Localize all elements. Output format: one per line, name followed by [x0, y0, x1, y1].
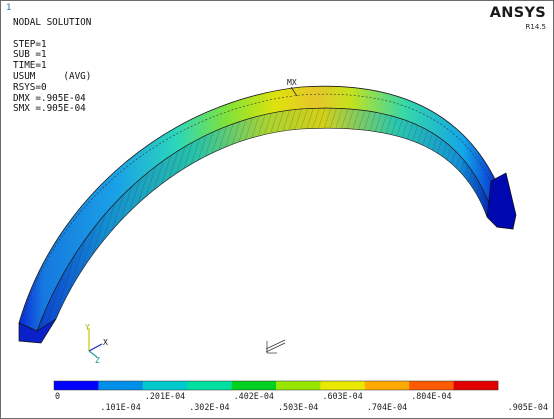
solution-spacer: [13, 29, 91, 40]
legend-label: .201E-04: [145, 391, 185, 401]
legend-label: .905E-04: [508, 402, 548, 412]
arch-stiffeners: [37, 108, 497, 331]
legend-swatch: [276, 381, 321, 390]
right-support: [486, 172, 517, 230]
max-marker-label: MX: [287, 78, 297, 87]
coordinate-triad: Y X Z: [85, 323, 108, 365]
legend-swatch: [187, 381, 232, 390]
solution-dmx: DMX =.905E-04: [13, 92, 86, 104]
solution-step: STEP=1: [13, 38, 47, 50]
legend-label: .603E-04: [322, 391, 362, 401]
legend-swatch: [320, 381, 366, 390]
legend-label: .402E-04: [234, 391, 274, 401]
max-marker-line: [290, 86, 298, 97]
triad-x-label: X: [103, 338, 108, 347]
legend-swatch: [98, 381, 144, 390]
origin-symbol: [265, 339, 286, 354]
legend-swatch: [142, 381, 188, 390]
legend-label: .804E-04: [411, 391, 451, 401]
solution-time: TIME=1: [13, 60, 47, 72]
legend-label: .302E-04: [189, 402, 229, 412]
legend-label: .503E-04: [278, 402, 318, 412]
solution-result-item: USUM (AVG): [13, 70, 92, 82]
solution-rsys: RSYS=0: [13, 81, 47, 93]
legend-label: .101E-04: [100, 402, 140, 412]
ansys-logo-text: ANSYS: [489, 5, 546, 21]
triad-z-label: Z: [95, 356, 100, 365]
solution-info: NODAL SOLUTION STEP=1 SUB =1 TIME=1 USUM (A…: [13, 17, 92, 115]
legend-frame: [53, 380, 499, 391]
triad-y-label: Y: [85, 323, 90, 332]
left-support: [18, 318, 57, 344]
release-label: R14.5: [525, 23, 546, 31]
arch-model: MX Y X Z: [18, 78, 517, 365]
legend-swatch: [453, 381, 499, 390]
legend-label: .704E-04: [367, 402, 407, 412]
legend-swatch: [409, 381, 454, 390]
solution-sub: SUB =1: [13, 49, 47, 61]
legend-swatch: [364, 381, 410, 390]
contour-legend: 0 .201E-04 .402E-04 .603E-04 .804E-04 .101E-0…: [53, 380, 548, 412]
window-number: 1: [6, 3, 12, 13]
legend-label: 0: [55, 391, 60, 401]
legend-swatch: [54, 381, 99, 390]
solution-title: NODAL SOLUTION: [13, 17, 92, 28]
solution-smx: SMX =.905E-04: [13, 103, 86, 115]
legend-swatch: [231, 381, 277, 390]
